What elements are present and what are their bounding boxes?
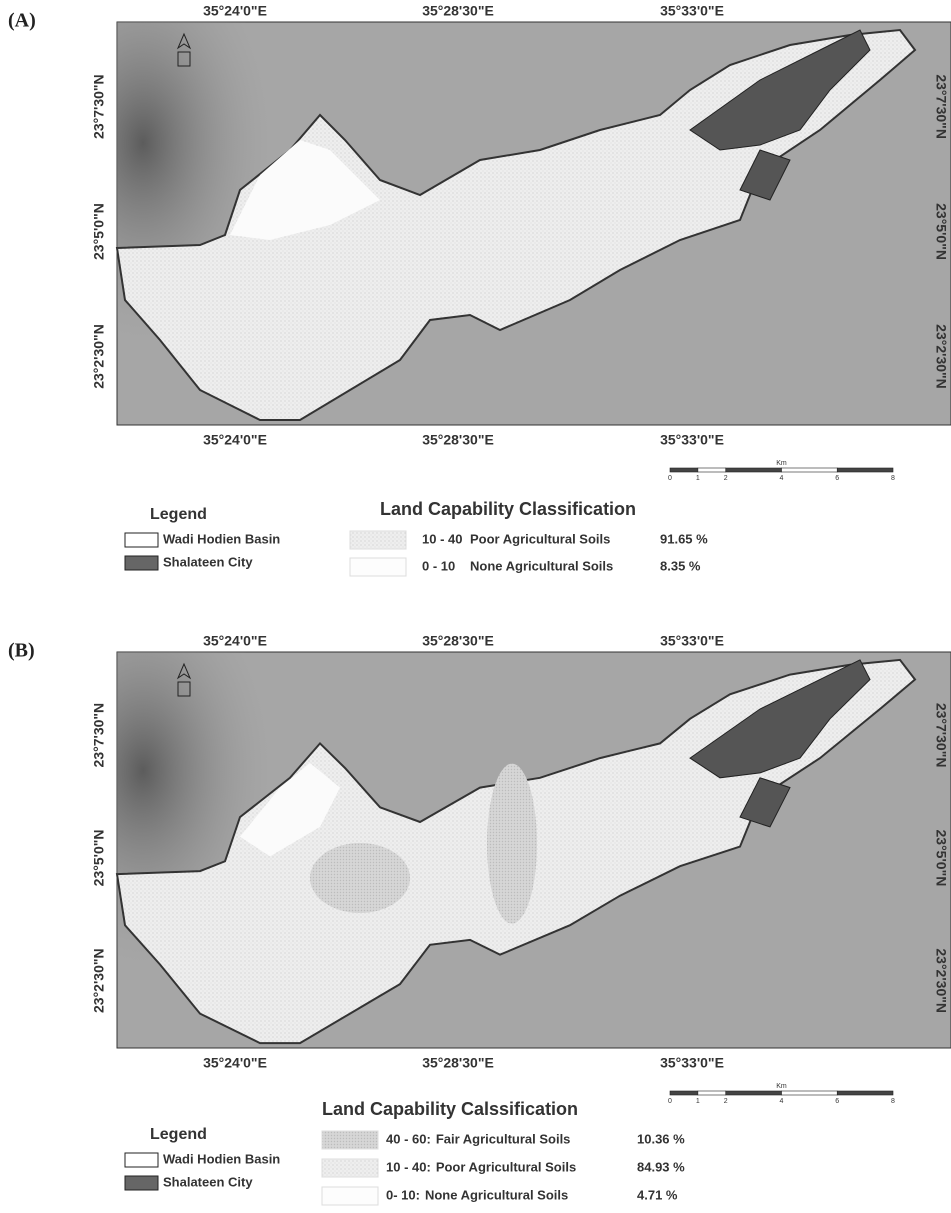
legend-swatch	[125, 556, 158, 570]
class-name: Fair Agricultural Soils	[436, 1131, 571, 1146]
class-name: None Agricultural Soils	[470, 558, 613, 573]
longitude-label: 35°28'30"E	[422, 432, 494, 448]
class-name: Poor Agricultural Soils	[436, 1159, 576, 1174]
longitude-label: 35°24'0"E	[203, 432, 267, 448]
map-panel: (A) 35°24'0"E 35°28'30"E 35°33'0"E 35°24'0"E…	[8, 3, 951, 576]
legend-swatch	[125, 1176, 158, 1190]
legend-item: Shalateen City	[163, 554, 253, 569]
legend-item: Wadi Hodien Basin	[163, 531, 280, 546]
latitude-label: 23°2'30"N	[933, 948, 949, 1013]
class-name: None Agricultural Soils	[425, 1187, 568, 1202]
longitude-label: 35°28'30"E	[422, 1055, 494, 1071]
scale-segment	[726, 468, 782, 472]
latitude-label: 23°2'30"N	[91, 948, 107, 1013]
scale-segment	[726, 1091, 782, 1095]
scale-segment	[782, 1091, 838, 1095]
class-swatch	[350, 531, 406, 549]
scale-segment	[837, 468, 893, 472]
longitude-label: 35°33'0"E	[660, 1055, 724, 1071]
scale-tick-label: 6	[835, 475, 839, 482]
legend-item: Shalateen City	[163, 1174, 253, 1189]
scale-segment	[698, 1091, 726, 1095]
latitude-label: 23°7'30"N	[91, 703, 107, 768]
scale-tick-label: 8	[891, 1098, 895, 1105]
class-range: 0- 10:	[386, 1187, 420, 1202]
class-percent: 4.71 %	[637, 1187, 678, 1202]
class-percent: 8.35 %	[660, 558, 701, 573]
scale-tick-label: 2	[724, 475, 728, 482]
scale-tick-label: 2	[724, 1098, 728, 1105]
latitude-label: 23°7'30"N	[933, 74, 949, 139]
scale-tick-label: 1	[696, 475, 700, 482]
scale-tick-label: 8	[891, 475, 895, 482]
class-range: 40 - 60:	[386, 1131, 431, 1146]
class-percent: 10.36 %	[637, 1131, 685, 1146]
scale-tick-label: 4	[780, 475, 784, 482]
latitude-label: 23°7'30"N	[933, 703, 949, 768]
class-swatch	[322, 1187, 378, 1205]
scale-unit: Km	[776, 460, 787, 467]
class-percent: 91.65 %	[660, 531, 708, 546]
longitude-label: 35°24'0"E	[203, 633, 267, 649]
class-swatch	[322, 1159, 378, 1177]
classification-title: Land Capability Calssification	[322, 1099, 578, 1119]
scale-tick-label: 1	[696, 1098, 700, 1105]
longitude-label: 35°33'0"E	[660, 3, 724, 19]
latitude-label: 23°5'0"N	[91, 830, 107, 887]
class-range: 10 - 40:	[386, 1159, 431, 1174]
scale-tick-label: 4	[780, 1098, 784, 1105]
class-swatch	[350, 558, 406, 576]
panel-label: (A)	[8, 10, 36, 32]
latitude-label: 23°7'30"N	[91, 74, 107, 139]
scale-tick-label: 6	[835, 1098, 839, 1105]
legend-swatch	[125, 1153, 158, 1167]
scale-segment	[670, 468, 698, 472]
latitude-label: 23°5'0"N	[933, 830, 949, 887]
class-swatch	[322, 1131, 378, 1149]
scale-tick-label: 0	[668, 475, 672, 482]
scale-segment	[782, 468, 838, 472]
scale-segment	[837, 1091, 893, 1095]
scale-unit: Km	[776, 1083, 787, 1090]
longitude-label: 35°33'0"E	[660, 432, 724, 448]
class-percent: 84.93 %	[637, 1159, 685, 1174]
latitude-label: 23°2'30"N	[91, 324, 107, 389]
map-panel: (B) 35°24'0"E 35°28'30"E 35°33'0"E 35°24'0"E…	[8, 633, 951, 1205]
latitude-label: 23°2'30"N	[933, 324, 949, 389]
scale-tick-label: 0	[668, 1098, 672, 1105]
class-range: 10 - 40	[422, 531, 462, 546]
longitude-label: 35°33'0"E	[660, 633, 724, 649]
latitude-label: 23°5'0"N	[933, 203, 949, 260]
class-range: 0 - 10	[422, 558, 455, 573]
longitude-label: 35°24'0"E	[203, 1055, 267, 1071]
longitude-label: 35°24'0"E	[203, 3, 267, 19]
fair-agri-zone	[487, 764, 537, 924]
panel-label: (B)	[8, 640, 35, 662]
figure: (A) 35°24'0"E 35°28'30"E 35°33'0"E 35°24'0"E…	[0, 0, 951, 1213]
latitude-label: 23°5'0"N	[91, 203, 107, 260]
longitude-label: 35°28'30"E	[422, 633, 494, 649]
legend-title: Legend	[150, 506, 207, 523]
longitude-label: 35°28'30"E	[422, 3, 494, 19]
scale-segment	[670, 1091, 698, 1095]
scale-segment	[698, 468, 726, 472]
legend-swatch	[125, 533, 158, 547]
classification-title: Land Capability Classification	[380, 499, 636, 519]
legend-item: Wadi Hodien Basin	[163, 1151, 280, 1166]
legend-title: Legend	[150, 1126, 207, 1143]
class-name: Poor Agricultural Soils	[470, 531, 610, 546]
fair-agri-zone	[310, 843, 410, 913]
